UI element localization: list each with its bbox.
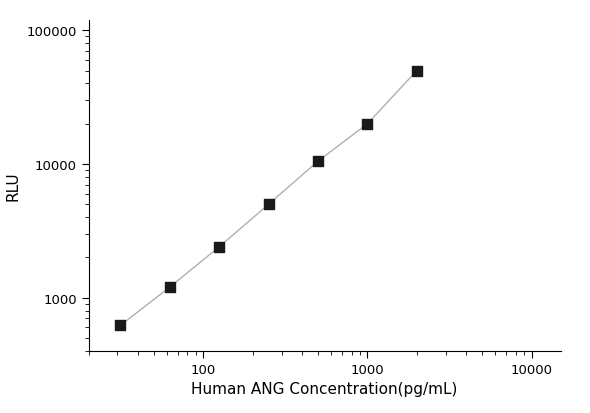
Y-axis label: RLU: RLU [6,171,21,201]
X-axis label: Human ANG Concentration(pg/mL): Human ANG Concentration(pg/mL) [191,381,458,396]
Point [116,323,125,329]
Point [313,159,323,165]
Point [165,284,175,291]
Point [214,244,224,251]
Point [363,121,372,128]
Point [264,202,273,208]
Point [412,68,422,75]
